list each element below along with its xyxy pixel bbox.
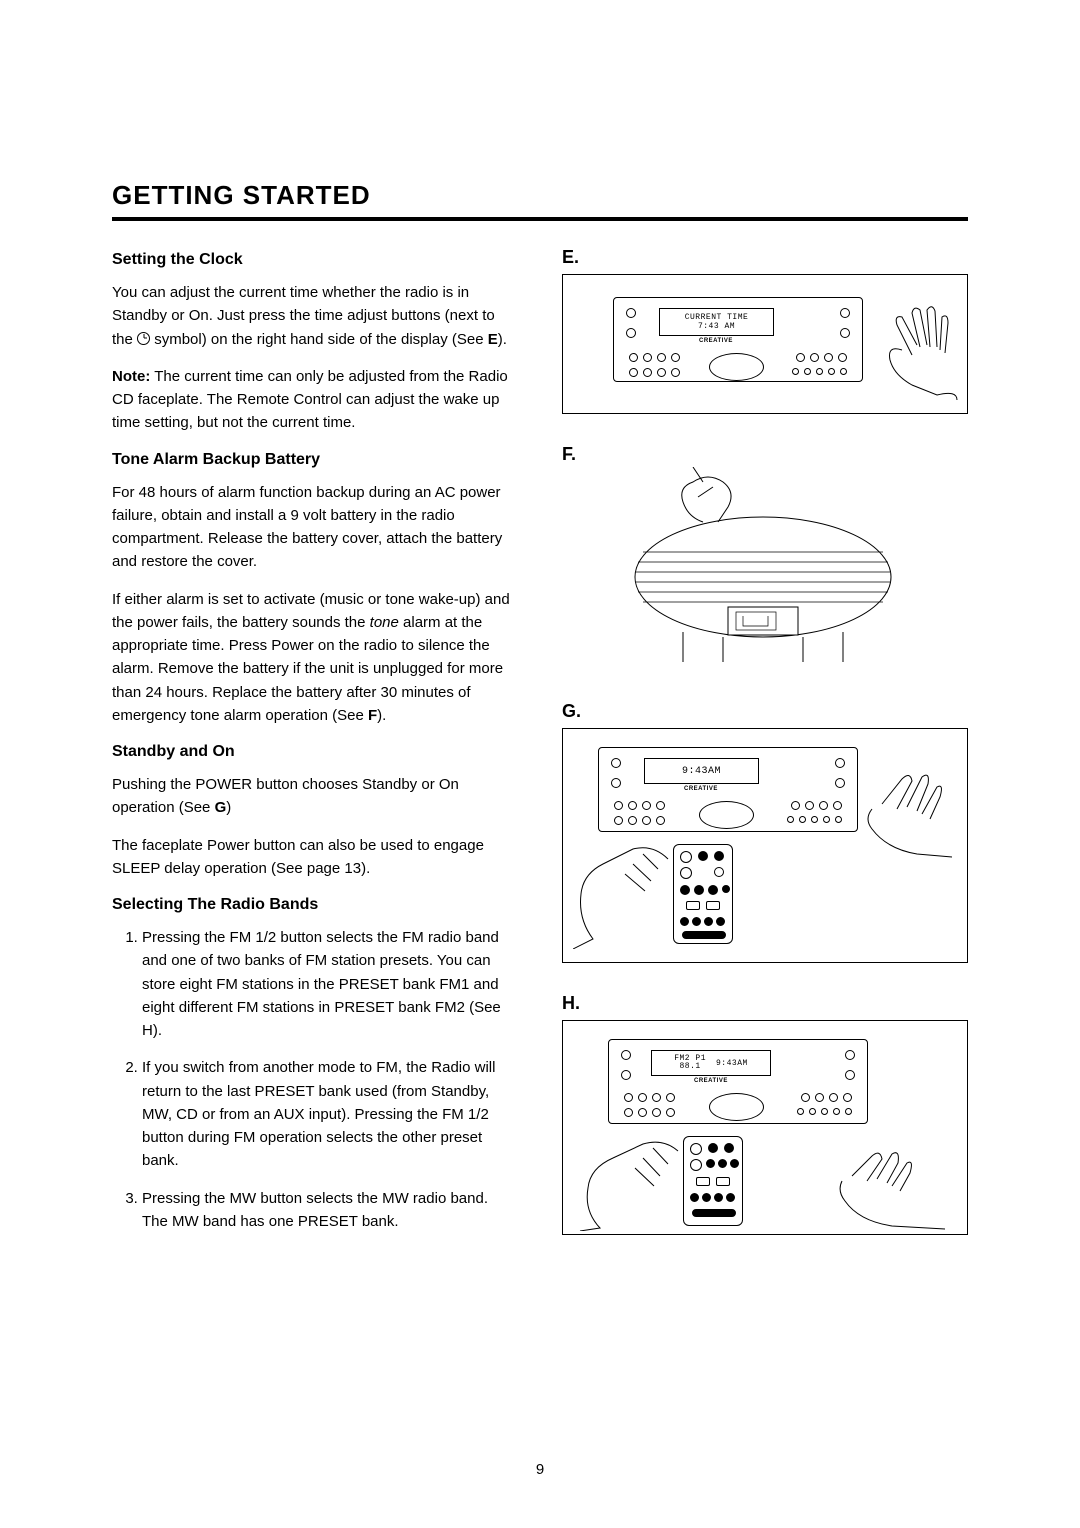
left-knobs xyxy=(626,308,636,338)
button-row xyxy=(614,816,665,825)
button-row xyxy=(797,1108,852,1115)
section-title: GETTING STARTED xyxy=(112,180,968,211)
para-standby-1: Pushing the POWER button chooses Standby… xyxy=(112,773,512,820)
speaker-top xyxy=(633,512,893,652)
right-column: E. CURRENT TIME 7:43 AM CREATIVE xyxy=(562,245,968,1265)
clock-icon xyxy=(137,332,150,345)
device-body: 9:43AM CREATIVE xyxy=(598,747,858,832)
text: Pressing the FM 1/2 button selects the F… xyxy=(142,929,501,1016)
para-setting-clock-note: Note: The current time can only be adjus… xyxy=(112,365,512,435)
button-row-bot xyxy=(629,368,680,377)
para-standby-2: The faceplate Power button can also be u… xyxy=(112,834,512,881)
button-row xyxy=(787,816,842,823)
figure-e: CURRENT TIME 7:43 AM CREATIVE xyxy=(562,274,968,414)
cd-tray xyxy=(709,1093,764,1121)
figure-g: 9:43AM CREATIVE xyxy=(562,728,968,963)
right-knobs xyxy=(835,758,845,788)
heading-setting-clock: Setting the Clock xyxy=(112,251,512,269)
hand-right-icon xyxy=(862,769,957,859)
content-columns: Setting the Clock You can adjust the cur… xyxy=(112,245,968,1265)
heading-radio-bands: Selecting The Radio Bands xyxy=(112,896,512,914)
figure-ref-h: H xyxy=(142,1022,153,1039)
note-text: The current time can only be adjusted fr… xyxy=(112,368,508,432)
cd-tray xyxy=(699,801,754,829)
text-italic: tone xyxy=(370,614,399,631)
left-knobs xyxy=(611,758,621,788)
para-tone-alarm-1: For 48 hours of alarm function backup du… xyxy=(112,481,512,574)
cd-tray xyxy=(709,353,764,381)
lcd-time: 9:43AM xyxy=(716,1059,748,1068)
lcd-display: FM2 P1 88.1 9:43AM xyxy=(651,1050,771,1076)
para-tone-alarm-2: If either alarm is set to activate (musi… xyxy=(112,588,512,728)
list-item: Pressing the MW button selects the MW ra… xyxy=(142,1187,512,1234)
para-setting-clock-1: You can adjust the current time whether … xyxy=(112,281,512,351)
figure-ref-e: E xyxy=(488,331,498,348)
hand-icon xyxy=(882,305,962,400)
page-number: 9 xyxy=(536,1461,544,1478)
figure-ref-f: F xyxy=(368,707,377,724)
remote-control xyxy=(683,1136,743,1226)
text: symbol) on the right hand side of the di… xyxy=(150,331,488,348)
heading-tone-alarm: Tone Alarm Backup Battery xyxy=(112,451,512,469)
button-row xyxy=(791,801,842,810)
brand-label: CREATIVE xyxy=(684,786,718,792)
brand-label: CREATIVE xyxy=(694,1078,728,1084)
device-body: FM2 P1 88.1 9:43AM CREATIVE xyxy=(608,1039,868,1124)
figure-ref-g: G xyxy=(215,799,227,816)
hand-left-icon xyxy=(578,1136,683,1231)
button-row-top xyxy=(629,353,680,362)
right-knobs xyxy=(845,1050,855,1080)
text: ). xyxy=(498,331,507,348)
lcd-line: CURRENT TIME xyxy=(685,313,749,322)
button-row xyxy=(801,1093,852,1102)
text: ) xyxy=(226,799,231,816)
list-item: Pressing the FM 1/2 button selects the F… xyxy=(142,926,512,1042)
lcd-line: 9:43AM xyxy=(682,766,721,777)
section-rule xyxy=(112,217,968,221)
brand-label: CREATIVE xyxy=(699,338,733,344)
button-row xyxy=(614,801,665,810)
device-body: CURRENT TIME 7:43 AM CREATIVE xyxy=(613,297,863,382)
text: Pushing the POWER button chooses Standby… xyxy=(112,776,459,816)
lcd-display: CURRENT TIME 7:43 AM xyxy=(659,308,774,336)
figure-f xyxy=(562,471,968,671)
figure-h: FM2 P1 88.1 9:43AM CREATIVE xyxy=(562,1020,968,1235)
note-label: Note: xyxy=(112,368,150,385)
hand-right-icon xyxy=(837,1151,947,1231)
figure-label-h: H. xyxy=(562,993,968,1014)
right-knobs xyxy=(840,308,850,338)
button-row-top-r xyxy=(796,353,847,362)
button-row xyxy=(624,1108,675,1117)
text: ). xyxy=(153,1022,162,1039)
lcd-line: 7:43 AM xyxy=(698,322,735,331)
figure-label-e: E. xyxy=(562,247,968,268)
figure-label-f: F. xyxy=(562,444,968,465)
lcd-display: 9:43AM xyxy=(644,758,759,784)
hand-left-icon xyxy=(573,839,673,949)
hand-icon xyxy=(668,467,738,527)
radio-bands-list: Pressing the FM 1/2 button selects the F… xyxy=(112,926,512,1233)
heading-standby: Standby and On xyxy=(112,743,512,761)
button-row xyxy=(624,1093,675,1102)
figure-label-g: G. xyxy=(562,701,968,722)
button-row-bot-r xyxy=(792,368,847,375)
left-column: Setting the Clock You can adjust the cur… xyxy=(112,245,512,1265)
lcd-line: 88.1 xyxy=(674,1063,706,1071)
remote-control xyxy=(673,844,733,944)
text: ). xyxy=(377,707,386,724)
list-item: If you switch from another mode to FM, t… xyxy=(142,1056,512,1172)
left-knobs xyxy=(621,1050,631,1080)
